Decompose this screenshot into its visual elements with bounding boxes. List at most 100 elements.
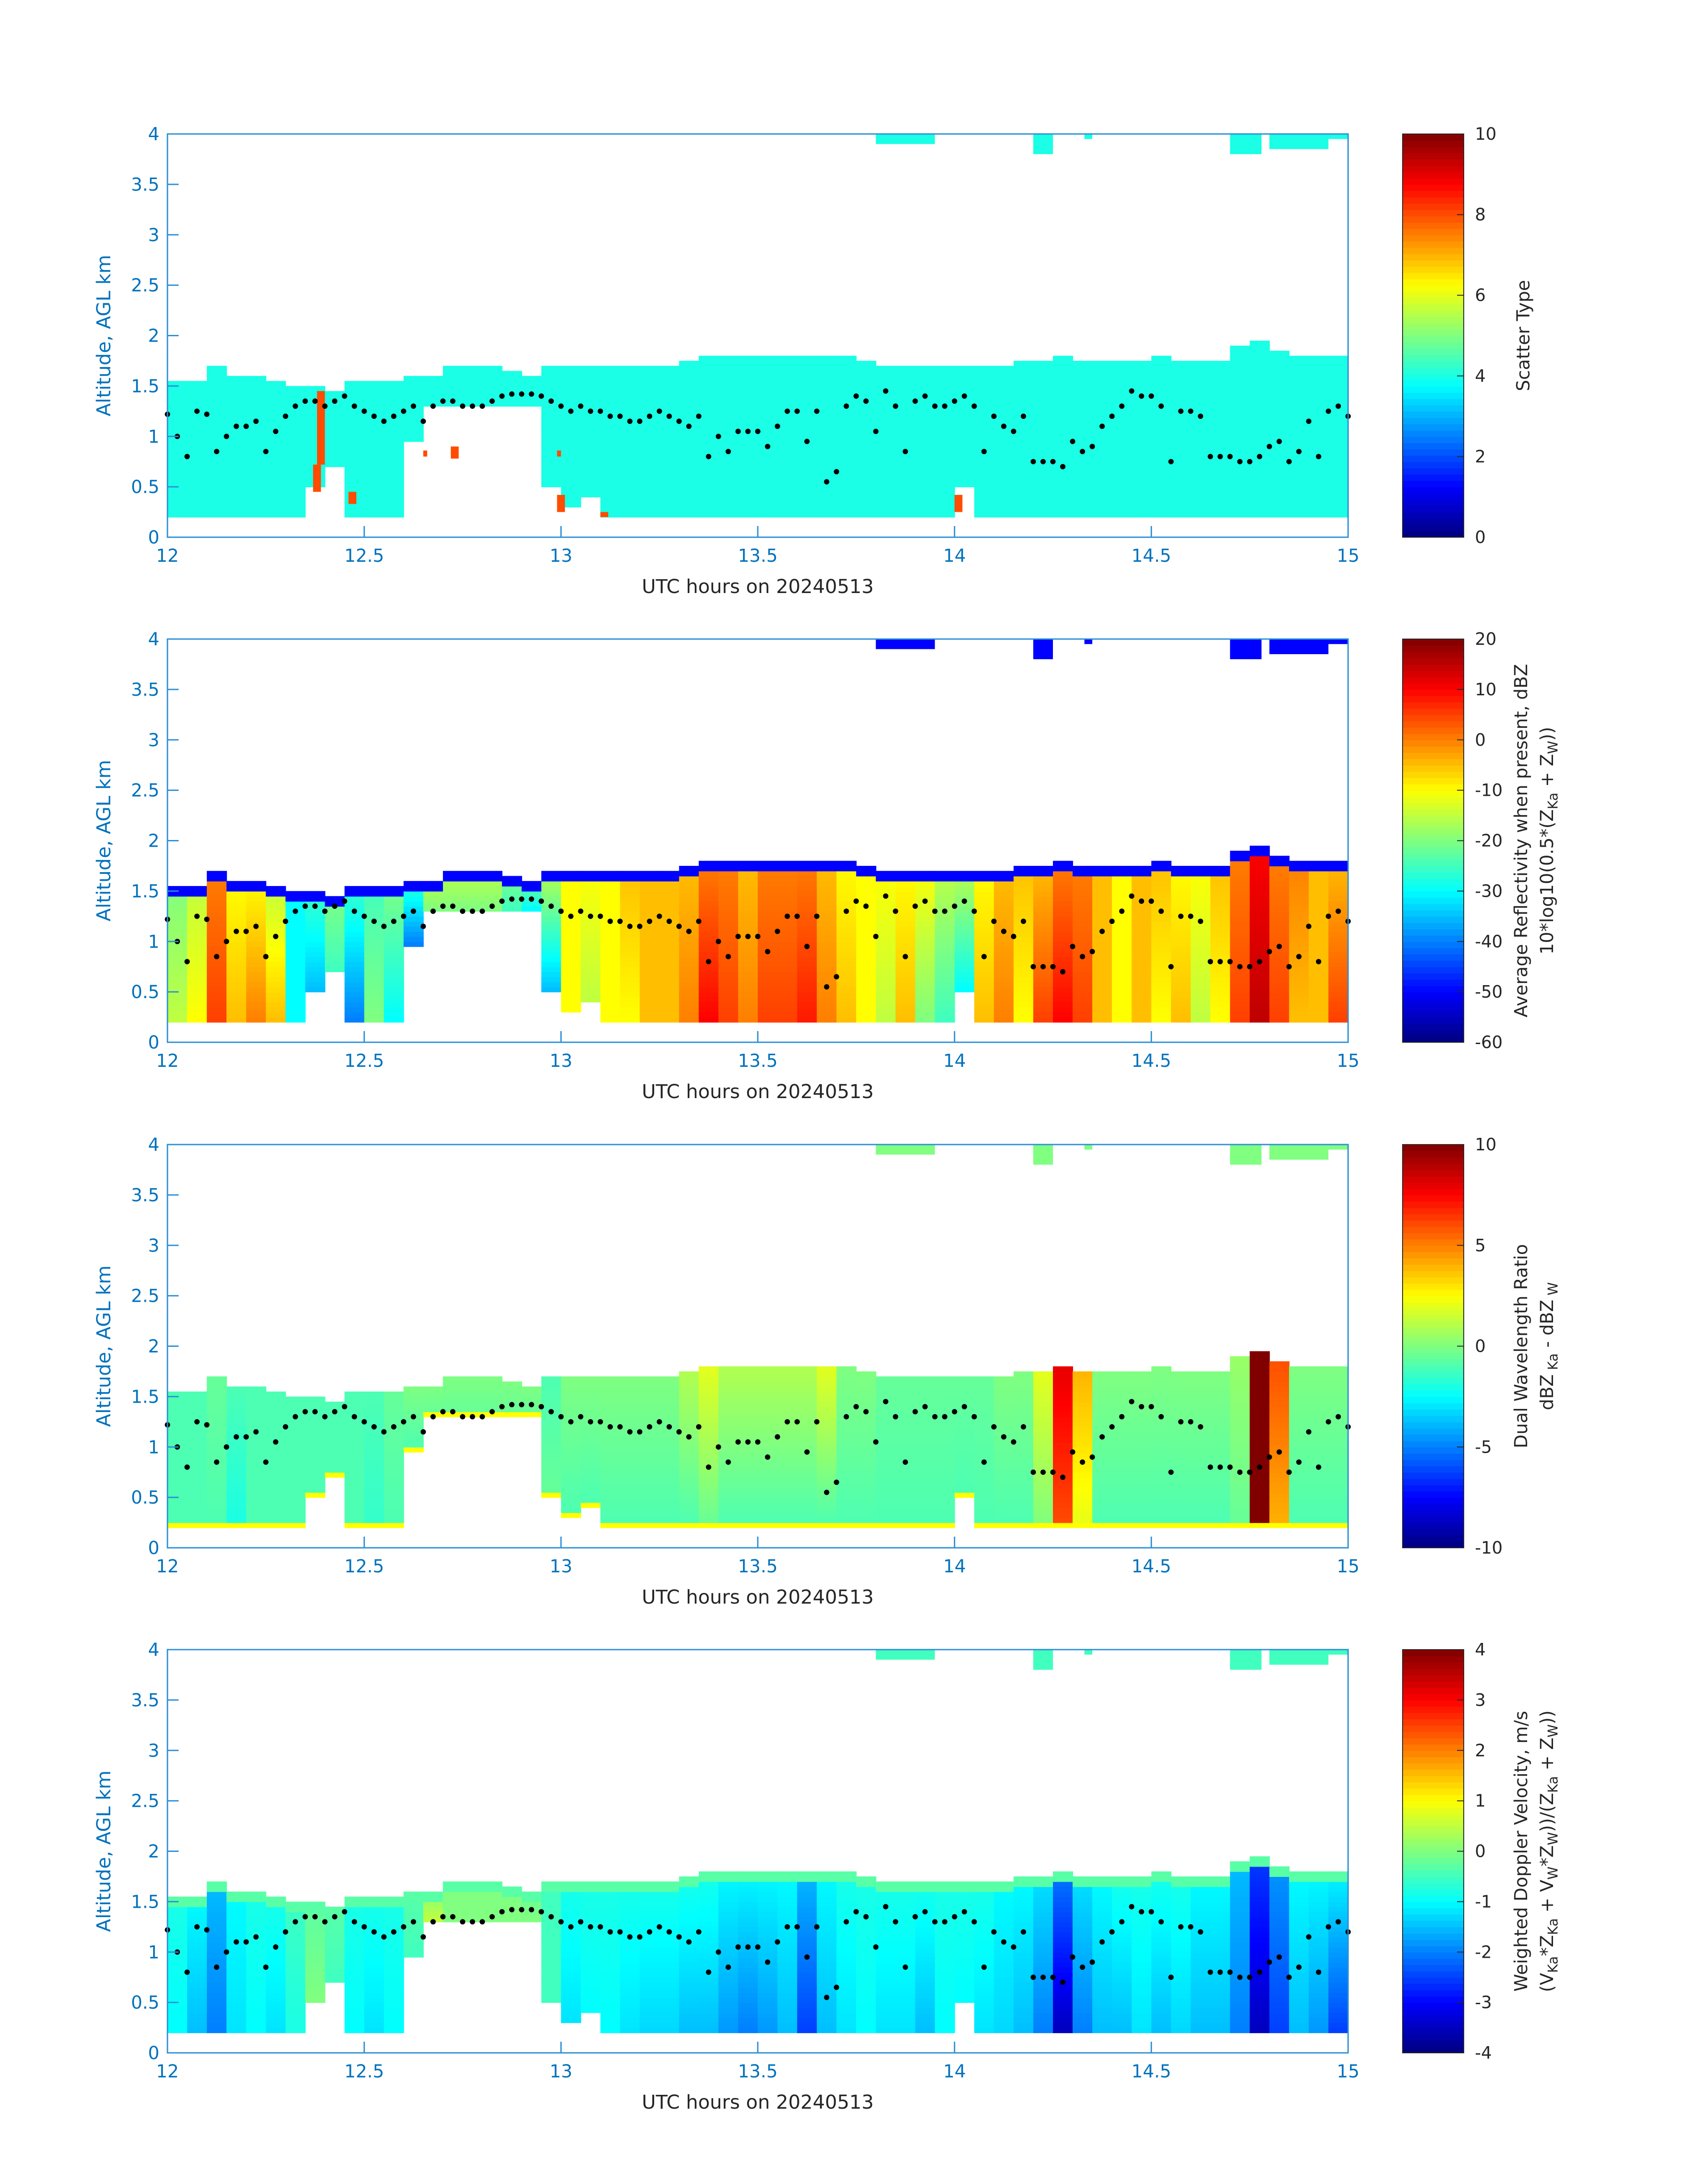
heatmap-cell <box>718 997 739 1003</box>
heatmap-cell <box>718 492 739 497</box>
heatmap-cell <box>1013 961 1034 967</box>
heatmap-cell <box>443 1381 463 1387</box>
colorbar-segment <box>1403 903 1464 911</box>
heatmap-cell <box>1132 360 1152 367</box>
heatmap-cell <box>246 487 267 493</box>
heatmap-cell <box>817 1512 837 1518</box>
heatmap-cell <box>1053 391 1073 397</box>
heatmap-cell <box>344 1452 365 1458</box>
cloud-base-point <box>420 418 426 424</box>
heatmap-cell <box>639 441 660 447</box>
colorbar-tick-label: -50 <box>1475 982 1503 1002</box>
heatmap-cell <box>620 1421 640 1428</box>
colorbar-segment <box>1403 518 1464 525</box>
heatmap-cell <box>580 1477 601 1483</box>
heatmap-cell <box>659 1482 680 1488</box>
heatmap-cell <box>561 441 581 447</box>
heatmap-cell <box>718 957 739 962</box>
heatmap-cell <box>246 466 267 472</box>
heatmap-cell <box>1132 1002 1152 1007</box>
cloud-base-point <box>1030 459 1036 464</box>
heatmap-cell <box>777 487 798 493</box>
heatmap-cell <box>246 481 267 488</box>
heatmap-cell <box>718 472 739 477</box>
upper-echo-cell <box>1084 134 1093 139</box>
heatmap-cell <box>817 1396 837 1402</box>
heatmap-cell <box>364 1522 384 1528</box>
heatmap-cell <box>679 512 699 518</box>
heatmap-cell <box>698 1442 719 1448</box>
heatmap-cell <box>1308 371 1329 376</box>
heatmap-cell <box>600 1376 621 1382</box>
heatmap-cell <box>876 1421 896 1428</box>
heatmap-cell <box>541 881 562 887</box>
heatmap-cell <box>1112 1007 1132 1013</box>
heatmap-cell <box>246 441 267 447</box>
heatmap-cell <box>1269 891 1290 897</box>
heatmap-cell <box>915 957 935 962</box>
heatmap-cell <box>1171 366 1191 372</box>
heatmap-cell <box>1053 416 1073 422</box>
heatmap-cell <box>1289 881 1309 887</box>
heatmap-cells <box>167 1145 1349 1528</box>
heatmap-cell <box>758 416 778 422</box>
heatmap-cell <box>1210 376 1231 382</box>
heatmap-cell <box>580 957 601 962</box>
heatmap-cell <box>954 416 975 422</box>
heatmap-cell <box>1112 451 1132 457</box>
heatmap-cell <box>1112 961 1132 967</box>
heatmap-cell <box>895 1477 916 1483</box>
heatmap-cell <box>1073 476 1093 482</box>
heatmap-cell <box>738 371 758 376</box>
heatmap-cell <box>266 1396 286 1402</box>
heatmap-cell <box>285 456 306 462</box>
heatmap-cell <box>1308 391 1329 397</box>
heatmap-cell <box>384 1442 404 1448</box>
heatmap-cell <box>1033 901 1053 907</box>
cloud-base-point <box>391 414 397 419</box>
heatmap-cell <box>935 926 955 932</box>
heatmap-cell <box>777 355 798 361</box>
heatmap-cell <box>895 1427 916 1433</box>
heatmap-cell <box>876 1386 896 1392</box>
heatmap-cell <box>384 1517 404 1523</box>
heatmap-cell <box>167 906 188 912</box>
heatmap-cell <box>836 957 857 962</box>
heatmap-cell <box>777 376 798 382</box>
heatmap-cell <box>1053 487 1073 493</box>
heatmap-cell <box>266 916 286 922</box>
heatmap-cell <box>1308 946 1329 952</box>
colorbar-segment <box>1403 266 1464 273</box>
heatmap-cell <box>935 492 955 497</box>
heatmap-cell <box>580 881 601 887</box>
heatmap-cell <box>758 461 778 467</box>
heatmap-cell <box>797 891 818 897</box>
heatmap-cell <box>797 1381 818 1387</box>
heatmap-cell <box>994 971 1014 978</box>
heatmap-cell <box>344 441 365 447</box>
heatmap-cell <box>698 1386 719 1392</box>
heatmap-cell <box>718 865 739 872</box>
heatmap-cell <box>895 426 916 432</box>
heatmap-cell <box>344 476 365 482</box>
colorbar-segment <box>1403 329 1464 336</box>
heatmap-cell <box>817 926 837 932</box>
heatmap-cell <box>797 1452 818 1458</box>
heatmap-cell <box>895 1401 916 1407</box>
heatmap-cell <box>364 451 384 457</box>
heatmap-cell <box>994 977 1014 982</box>
cloud-base-point <box>814 913 820 919</box>
heatmap-cell <box>541 876 562 882</box>
heatmap-cell <box>580 391 601 397</box>
colorbar-segment <box>1403 872 1464 879</box>
heatmap-cell <box>935 1002 955 1007</box>
heatmap-cell <box>954 961 975 967</box>
heatmap-cell <box>187 901 208 907</box>
heatmap-cell <box>463 1396 483 1402</box>
heatmap-cell <box>639 1472 660 1478</box>
y-tick-label: 1 <box>148 932 159 952</box>
heatmap-cell <box>797 512 818 518</box>
heatmap-cell <box>718 1442 739 1448</box>
heatmap-cell <box>226 891 247 897</box>
heatmap-cell <box>561 896 581 902</box>
